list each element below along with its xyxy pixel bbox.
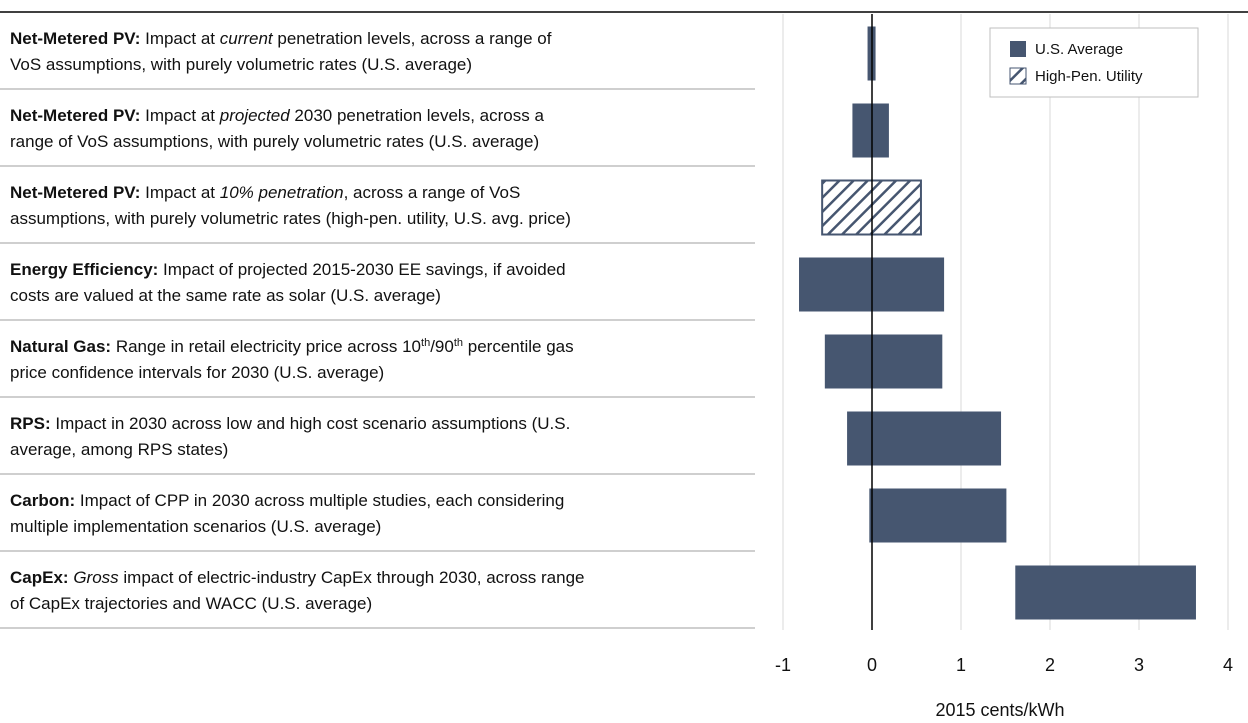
- legend-label: U.S. Average: [1035, 41, 1123, 58]
- label-run: multiple implementation scenarios (U.S. …: [10, 517, 381, 536]
- category-label: CapEx: Gross impact of electric-industry…: [10, 568, 585, 587]
- x-tick-label: 2: [1045, 655, 1055, 675]
- category-label: Net-Metered PV: Impact at current penetr…: [10, 29, 552, 48]
- label-run: projected: [219, 106, 290, 125]
- legend-swatch: [1009, 67, 1027, 85]
- category-label: VoS assumptions, with purely volumetric …: [10, 55, 472, 74]
- x-tick-label: 3: [1134, 655, 1144, 675]
- bar: [847, 411, 1002, 466]
- label-run: penetration levels, across a range of: [273, 29, 552, 48]
- category-label: multiple implementation scenarios (U.S. …: [10, 517, 381, 536]
- x-axis-label: 2015 cents/kWh: [935, 700, 1064, 720]
- label-run: of CapEx trajectories and WACC (U.S. ave…: [10, 594, 372, 613]
- category-label: average, among RPS states): [10, 440, 228, 459]
- label-run: Net-Metered PV:: [10, 183, 140, 202]
- label-run: VoS assumptions, with purely volumetric …: [10, 55, 472, 74]
- x-tick-label: -1: [775, 655, 791, 675]
- label-run: price confidence intervals for 2030 (U.S…: [10, 363, 384, 382]
- bar: [824, 334, 943, 389]
- label-run: assumptions, with purely volumetric rate…: [10, 209, 571, 228]
- category-label: costs are valued at the same rate as sol…: [10, 286, 441, 305]
- category-label: Net-Metered PV: Impact at projected 2030…: [10, 106, 544, 125]
- label-run: , across a range of VoS: [344, 183, 521, 202]
- label-run: 10% penetration: [220, 183, 344, 202]
- label-run: Impact at: [140, 29, 219, 48]
- x-tick-label: 1: [956, 655, 966, 675]
- label-run: Impact in 2030 across low and high cost …: [51, 414, 571, 433]
- label-run: impact of electric-industry CapEx throug…: [119, 568, 585, 587]
- category-label: price confidence intervals for 2030 (U.S…: [10, 363, 384, 382]
- label-run: th: [454, 337, 463, 349]
- bar: [852, 103, 889, 158]
- category-label: assumptions, with purely volumetric rate…: [10, 209, 571, 228]
- category-label: Energy Efficiency: Impact of projected 2…: [10, 260, 566, 279]
- bar: [1015, 565, 1196, 620]
- label-run: /90: [430, 337, 454, 356]
- label-run: Impact of projected 2015-2030 EE savings…: [158, 260, 565, 279]
- label-run: Gross: [73, 568, 119, 587]
- label-run: Impact at: [140, 183, 219, 202]
- legend-label: High-Pen. Utility: [1035, 68, 1143, 85]
- category-label: Carbon: Impact of CPP in 2030 across mul…: [10, 491, 564, 510]
- label-run: Impact of CPP in 2030 across multiple st…: [75, 491, 564, 510]
- label-run: Range in retail electricity price across…: [111, 337, 421, 356]
- legend-swatch: [1010, 41, 1026, 57]
- label-run: th: [421, 337, 430, 349]
- label-run: Carbon:: [10, 491, 75, 510]
- category-label: Net-Metered PV: Impact at 10% penetratio…: [10, 183, 520, 202]
- label-run: Impact at: [140, 106, 219, 125]
- category-label: RPS: Impact in 2030 across low and high …: [10, 414, 570, 433]
- label-run: range of VoS assumptions, with purely vo…: [10, 132, 539, 151]
- label-run: costs are valued at the same rate as sol…: [10, 286, 441, 305]
- bar: [869, 488, 1007, 543]
- x-tick-label: 0: [867, 655, 877, 675]
- category-label: Natural Gas: Range in retail electricity…: [10, 337, 574, 356]
- label-run: 2030 penetration levels, across a: [290, 106, 545, 125]
- x-tick-label: 4: [1223, 655, 1233, 675]
- label-run: average, among RPS states): [10, 440, 228, 459]
- label-run: Net-Metered PV:: [10, 106, 140, 125]
- label-run: percentile gas: [463, 337, 574, 356]
- label-run: current: [220, 29, 274, 48]
- category-label: range of VoS assumptions, with purely vo…: [10, 132, 539, 151]
- category-label: of CapEx trajectories and WACC (U.S. ave…: [10, 594, 372, 613]
- label-run: CapEx:: [10, 568, 69, 587]
- label-run: Natural Gas:: [10, 337, 111, 356]
- label-run: Net-Metered PV:: [10, 29, 140, 48]
- label-run: Energy Efficiency:: [10, 260, 158, 279]
- legend-box: [989, 27, 1199, 98]
- label-run: RPS:: [10, 414, 51, 433]
